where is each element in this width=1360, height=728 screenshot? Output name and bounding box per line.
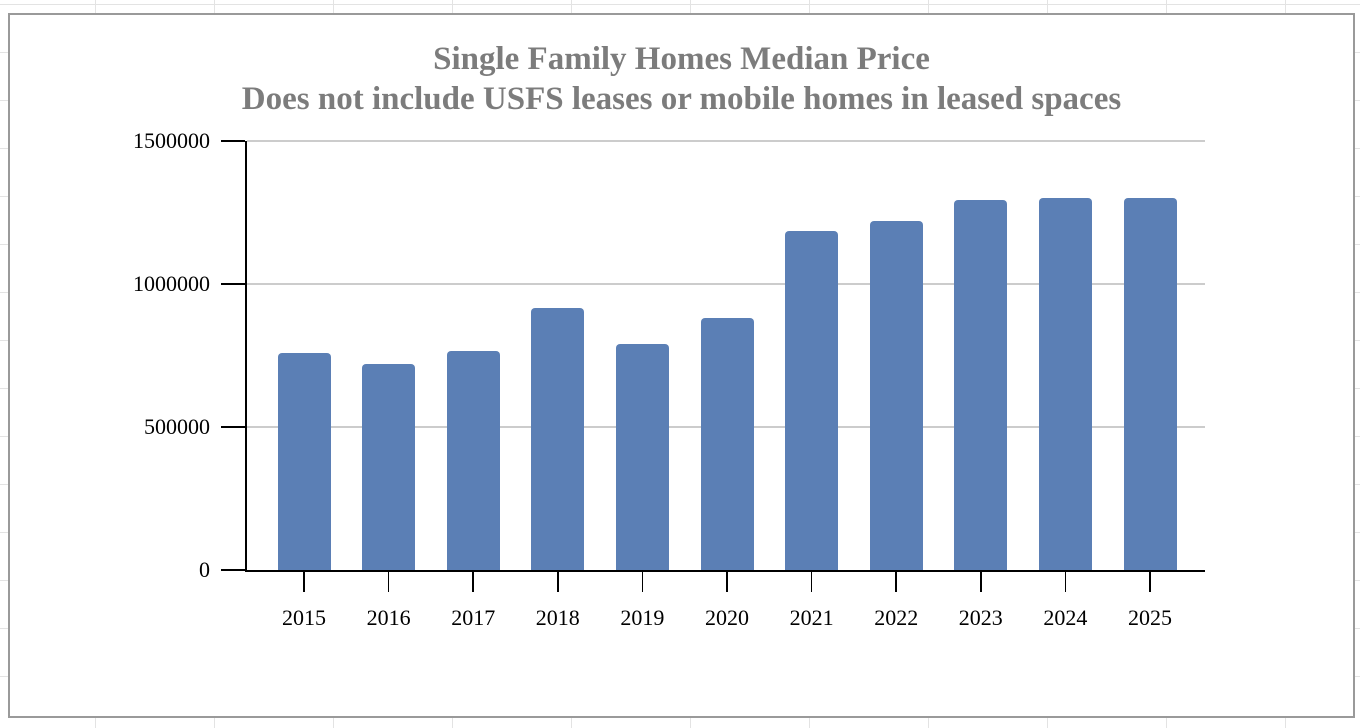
bar-2023[interactable]: [954, 199, 1008, 570]
plot-area[interactable]: 0 500000 1000000 1500000 2015 2016 2017 2018 201…: [133, 129, 1207, 630]
x-tick-label-2018: 2018: [535, 605, 580, 630]
bar-2021[interactable]: [785, 231, 839, 570]
gridline-y-1500000: [247, 140, 1205, 142]
chart-subtitle: Does not include USFS leases or mobile h…: [241, 81, 1122, 117]
x-tick-label-2021: 2021: [789, 605, 834, 630]
chart-title: Single Family Homes Median Price: [433, 41, 930, 77]
y-axis-tick: [221, 283, 245, 285]
bar-2018[interactable]: [531, 308, 585, 570]
bar-2017[interactable]: [446, 351, 500, 570]
x-tick-label-2025: 2025: [1128, 605, 1172, 630]
x-tick-label-2019: 2019: [620, 605, 665, 630]
chart-title-block: Single Family Homes Median Price Does no…: [10, 39, 1353, 119]
x-tick-label-2022: 2022: [874, 605, 919, 630]
y-tick-label: 1500000: [133, 128, 210, 153]
y-axis-tick: [221, 140, 245, 142]
x-tick-label-2020: 2020: [705, 605, 749, 630]
bar-2020[interactable]: [700, 318, 754, 570]
x-axis-tick: [1149, 572, 1151, 592]
bar-2022[interactable]: [869, 221, 923, 570]
x-tick-label-2016: 2016: [366, 605, 411, 630]
x-axis-tick: [1064, 572, 1067, 592]
x-axis-tick: [726, 572, 728, 592]
x-axis-tick: [303, 572, 305, 592]
x-axis-tick: [810, 572, 813, 592]
chart-object[interactable]: Single Family Homes Median Price Does no…: [8, 13, 1355, 718]
x-axis-tick: [472, 572, 474, 592]
x-tick-label-2017: 2017: [451, 605, 496, 630]
x-tick-label-2024: 2024: [1043, 605, 1088, 630]
bar-2016[interactable]: [362, 364, 416, 570]
bar-2025[interactable]: [1123, 198, 1177, 570]
x-axis-tick: [895, 572, 897, 592]
y-tick-label: 500000: [144, 414, 210, 439]
x-axis-tick: [387, 572, 390, 592]
x-tick-label-2015: 2015: [282, 605, 326, 630]
x-axis-tick: [980, 572, 982, 592]
y-tick-label: 1000000: [133, 271, 210, 296]
y-axis-tick: [221, 426, 245, 428]
y-axis-line: [245, 141, 247, 572]
x-axis-tick: [557, 572, 559, 592]
bar-2015[interactable]: [277, 352, 331, 570]
bar-2019[interactable]: [615, 344, 669, 570]
x-tick-label-2023: 2023: [958, 605, 1003, 630]
y-tick-label: 0: [199, 557, 210, 582]
gridline-y-1000000: [247, 283, 1205, 285]
x-axis-tick: [641, 572, 644, 592]
x-axis-line: [247, 570, 1205, 572]
bar-2024[interactable]: [1038, 198, 1092, 570]
y-axis-tick: [221, 569, 245, 571]
